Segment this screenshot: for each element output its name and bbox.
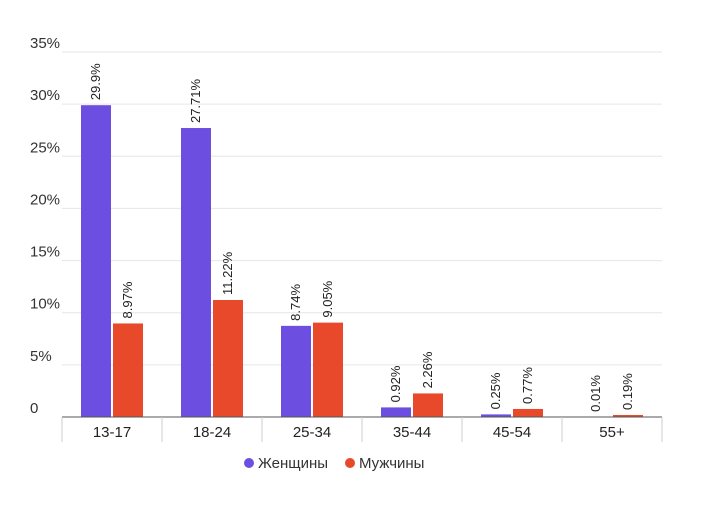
bar-men (413, 393, 443, 417)
x-tick-label: 18-24 (193, 424, 231, 441)
data-label: 0.01% (588, 375, 603, 412)
y-tick-label: 35% (30, 35, 60, 52)
data-label: 29.9% (88, 63, 103, 100)
y-tick-label: 30% (30, 87, 60, 104)
legend-label: Мужчины (359, 455, 424, 472)
data-label: 8.97% (120, 281, 135, 318)
bar-men (213, 299, 243, 417)
data-label: 2.26% (420, 351, 435, 388)
bar-women (181, 128, 211, 417)
x-tick-label: 45-54 (493, 424, 531, 441)
y-tick-label: 20% (30, 191, 60, 208)
bar-women (81, 105, 111, 417)
bar-women (481, 414, 511, 417)
legend-marker (244, 458, 254, 468)
data-label: 8.74% (288, 284, 303, 321)
y-tick-label: 5% (30, 348, 52, 365)
data-labels: 29.9% 27.71% 8.74% 0.92% 0.25% 0.01% 8.97% 11.2… (88, 63, 635, 412)
grid-lines (62, 51, 662, 366)
x-tick-label: 25-34 (293, 424, 331, 441)
bar-men (313, 322, 343, 417)
legend-marker (345, 458, 355, 468)
legend: Женщины Мужчины (244, 455, 424, 472)
bar-men (613, 415, 643, 417)
bars (81, 105, 643, 418)
x-tick-label: 55+ (599, 424, 625, 441)
data-label: 0.25% (488, 372, 503, 409)
bar-men (113, 323, 143, 417)
data-label: 0.77% (520, 367, 535, 404)
y-tick-label: 25% (30, 139, 60, 156)
data-label: 11.22% (220, 251, 235, 295)
y-tick-label: 0 (30, 400, 38, 417)
data-label: 0.19% (620, 373, 635, 410)
bar-women (281, 325, 311, 417)
legend-label: Женщины (258, 455, 328, 472)
bar-women (381, 407, 411, 417)
y-axis: 0 5% 10% 15% 20% 25% 30% 35% (30, 35, 60, 417)
x-tick-label: 35-44 (393, 424, 431, 441)
y-tick-label: 15% (30, 244, 60, 261)
x-axis: 13-17 18-24 25-34 35-44 45-54 55+ (61, 416, 663, 442)
data-label: 9.05% (320, 280, 335, 317)
bar-men (513, 408, 543, 417)
y-tick-label: 10% (30, 296, 60, 313)
data-label: 27.71% (188, 78, 203, 123)
x-tick-label: 13-17 (93, 424, 131, 441)
data-label: 0.92% (388, 365, 403, 402)
